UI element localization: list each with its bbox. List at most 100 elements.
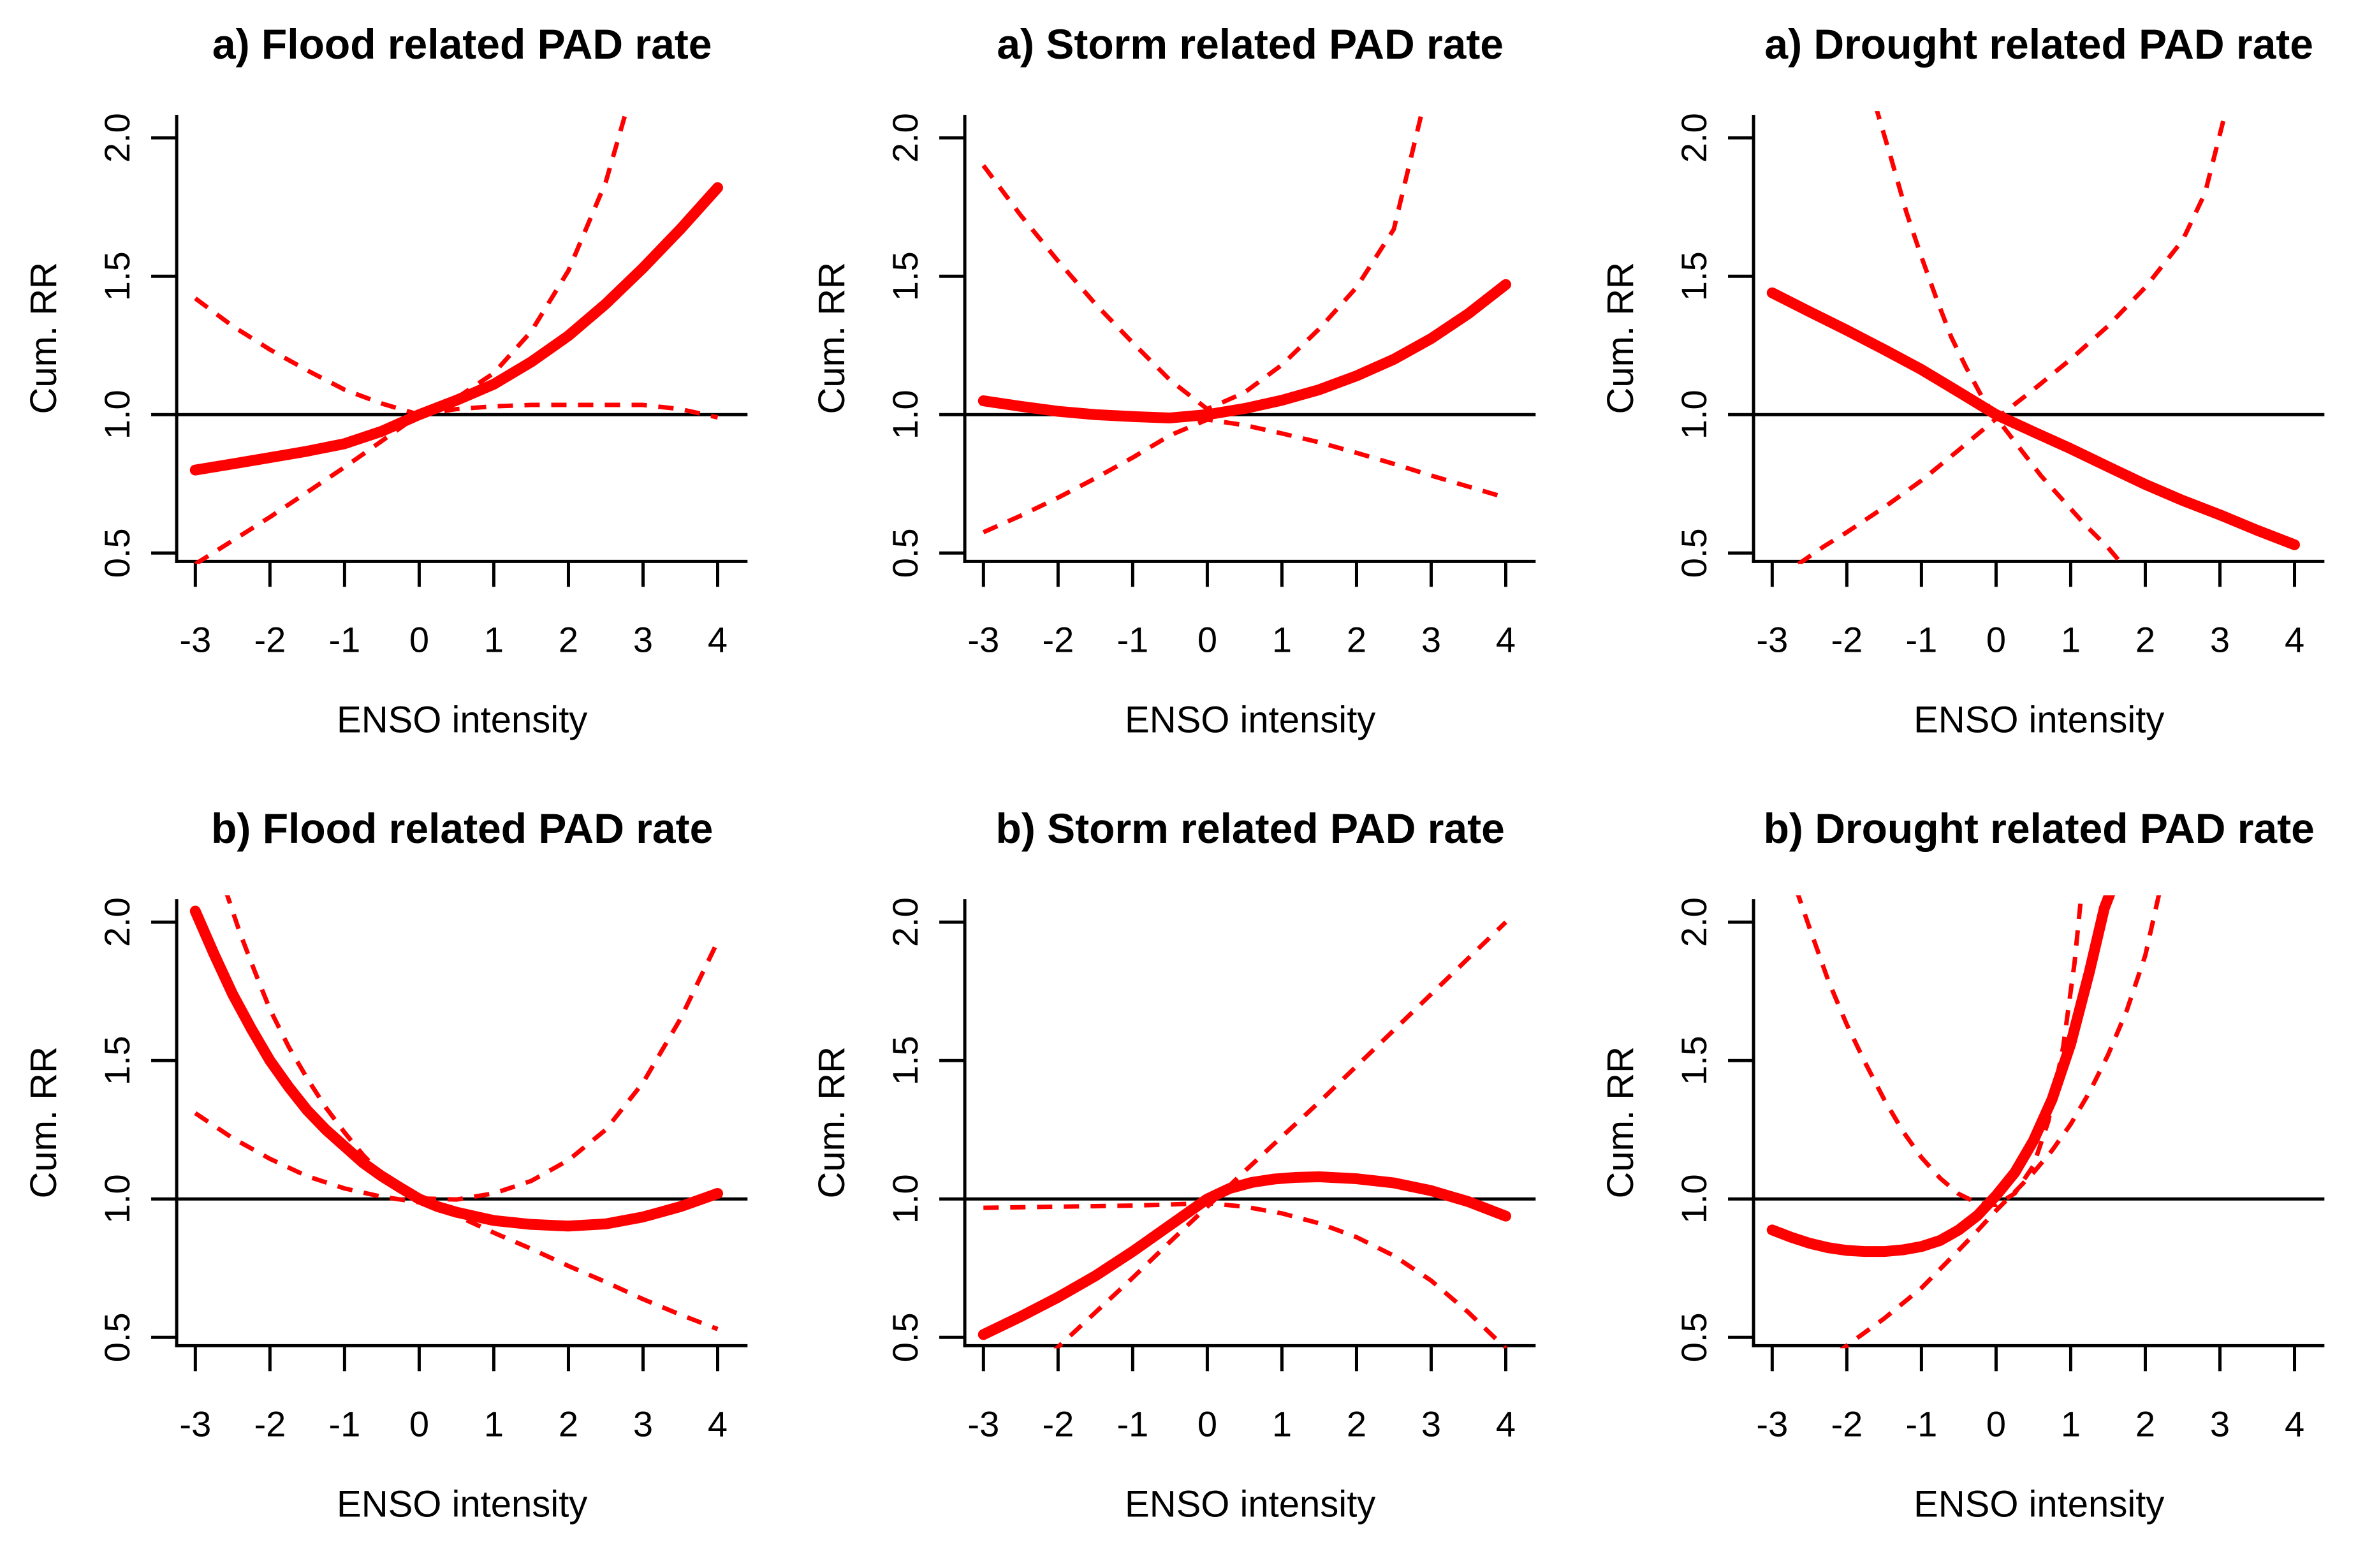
x-tick-label: -3 (968, 619, 1000, 659)
x-tick-label: 2 (559, 619, 578, 659)
chart-b-drought: b) Drought related PAD rate -3 -2 -1 0 1 2 3 4 0.… (1600, 805, 2324, 1525)
y-axis-label: Cum. RR (811, 1046, 853, 1198)
curves-group (1766, 895, 2161, 1348)
panel-a-storm: a) Storm related PAD rate -3 -2 -1 0 1 2 3 4 0.5 1… (788, 0, 1576, 784)
x-tick-label: -3 (179, 1403, 211, 1444)
ci-lower-line (1053, 920, 1508, 1348)
panel-title: a) Flood related PAD rate (212, 20, 712, 68)
y-tick-label: 2.0 (1674, 897, 1714, 947)
x-tick-label: -3 (1756, 619, 1788, 659)
panel-b-flood: b) Flood related PAD rate -3 -2 -1 0 1 2 3 4 0.5 1… (0, 784, 788, 1568)
x-tick-label: -3 (1756, 1403, 1788, 1444)
x-tick-label: 3 (633, 619, 653, 659)
panel-title: a) Storm related PAD rate (997, 20, 1504, 68)
x-tick-label: 3 (2210, 1403, 2230, 1444)
x-tick-label: -3 (179, 619, 211, 659)
ci-upper-line (194, 111, 629, 417)
x-tick-label: -1 (1117, 619, 1149, 659)
ci-lower-line (194, 402, 719, 564)
x-tick-label: 2 (2135, 1403, 2155, 1444)
curves-group (978, 920, 1512, 1348)
ci-lower-line (1796, 111, 2228, 564)
x-tick-label: 4 (2285, 619, 2304, 659)
y-axis-label: Cum. RR (23, 262, 64, 414)
x-tick-label: 3 (1421, 619, 1441, 659)
ci-upper-line (983, 1200, 1508, 1348)
panel-title: b) Storm related PAD rate (996, 805, 1505, 852)
ci-upper-line (1874, 111, 2125, 564)
chart-a-storm: a) Storm related PAD rate -3 -2 -1 0 1 2 3 4 0.5 1… (811, 20, 1536, 740)
y-tick-label: 1.0 (97, 1174, 137, 1224)
x-tick-label: 0 (1986, 1403, 2005, 1444)
x-tick-label: 3 (633, 1403, 653, 1444)
x-tick-label: 4 (708, 1403, 728, 1444)
y-tick-label: 2.0 (97, 897, 137, 947)
x-tick-label: 1 (1272, 1403, 1292, 1444)
y-tick-label: 0.5 (1674, 528, 1714, 578)
x-tick-label: -2 (1043, 1403, 1074, 1444)
curves-group (1766, 111, 2300, 564)
panel-b-drought: b) Drought related PAD rate -3 -2 -1 0 1 2 3 4 0.… (1577, 784, 2365, 1568)
ci-upper-line (1796, 895, 2084, 1207)
y-tick-label: 1.0 (885, 1174, 925, 1224)
x-tick-label: -1 (1905, 619, 1937, 659)
y-tick-label: 1.5 (1674, 251, 1714, 301)
y-tick-label: 0.5 (885, 1312, 925, 1362)
x-tick-label: 1 (2061, 619, 2081, 659)
chart-b-flood: b) Flood related PAD rate -3 -2 -1 0 1 2 3 4 0.5 1… (23, 805, 748, 1525)
x-tick-label: 1 (1272, 619, 1292, 659)
x-tick-label: 0 (1986, 619, 2005, 659)
x-tick-label: 3 (1421, 1403, 1441, 1444)
x-tick-label: -2 (1831, 619, 1863, 659)
ci-upper-line (981, 111, 1425, 412)
y-tick-label: 0.5 (885, 528, 925, 578)
y-tick-label: 0.5 (97, 528, 137, 578)
x-tick-label: 0 (409, 619, 429, 659)
x-axis-label: ENSO intensity (1914, 699, 2164, 740)
y-tick-label: 1.5 (97, 1036, 137, 1085)
x-tick-label: -2 (254, 619, 286, 659)
panel-a-flood: a) Flood related PAD rate -3 -2 -1 0 1 2 3 4 0.5 1… (0, 0, 788, 784)
panel-title: a) Drought related PAD rate (1764, 20, 2313, 68)
ci-lower-line (1839, 895, 2161, 1348)
y-tick-label: 1.0 (97, 390, 137, 439)
x-axis-label: ENSO intensity (337, 1483, 587, 1525)
x-tick-label: 0 (1197, 1403, 1217, 1444)
estimate-line (189, 182, 724, 476)
y-tick-label: 1.0 (885, 390, 925, 439)
ci-upper-line (224, 895, 720, 1202)
y-tick-label: 0.5 (1674, 1312, 1714, 1362)
curves-group (189, 895, 724, 1331)
panel-title: b) Flood related PAD rate (211, 805, 713, 852)
x-tick-label: 1 (484, 1403, 504, 1444)
chart-b-storm: b) Storm related PAD rate -3 -2 -1 0 1 2 3 4 0.5 1… (811, 805, 1536, 1525)
y-tick-label: 1.0 (1674, 1174, 1714, 1224)
estimate-line (978, 279, 1512, 423)
y-tick-label: 1.5 (885, 1036, 925, 1085)
y-tick-label: 2.0 (1674, 113, 1714, 163)
x-tick-label: 0 (409, 1403, 429, 1444)
chart-a-drought: a) Drought related PAD rate -3 -2 -1 0 1 2 3 4 0.… (1600, 20, 2324, 740)
x-axis-label: ENSO intensity (1125, 1483, 1375, 1525)
x-tick-label: 4 (1496, 619, 1516, 659)
estimate-line (1766, 895, 2115, 1257)
y-tick-label: 1.5 (885, 251, 925, 301)
x-tick-label: -2 (1831, 1403, 1863, 1444)
chart-a-flood: a) Flood related PAD rate -3 -2 -1 0 1 2 3 4 0.5 1… (23, 20, 748, 740)
x-axis-label: ENSO intensity (337, 699, 587, 740)
ci-lower-line (983, 417, 1507, 534)
x-tick-label: 1 (484, 619, 504, 659)
x-tick-label: -1 (1117, 1403, 1149, 1444)
estimate-line (1766, 287, 2300, 550)
x-tick-label: 2 (559, 1403, 578, 1444)
y-axis-label: Cum. RR (811, 262, 853, 414)
estimate-line (978, 1171, 1512, 1340)
x-tick-label: 4 (1496, 1403, 1516, 1444)
y-axis-label: Cum. RR (23, 1046, 64, 1198)
y-tick-label: 2.0 (885, 113, 925, 163)
y-axis-label: Cum. RR (1600, 262, 1641, 414)
x-tick-label: 1 (2061, 1403, 2081, 1444)
x-tick-label: -3 (968, 1403, 1000, 1444)
x-tick-label: 3 (2210, 619, 2230, 659)
